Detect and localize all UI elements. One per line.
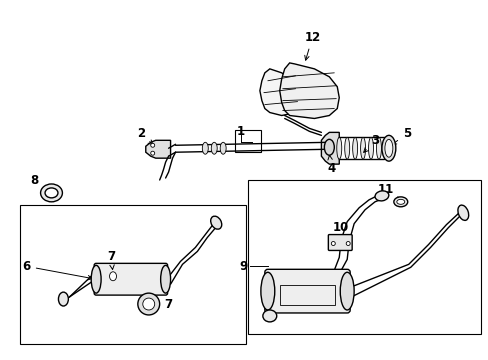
Ellipse shape — [331, 242, 335, 246]
FancyBboxPatch shape — [264, 269, 349, 313]
FancyBboxPatch shape — [327, 235, 351, 251]
Ellipse shape — [376, 137, 381, 159]
FancyBboxPatch shape — [94, 264, 167, 295]
Ellipse shape — [150, 151, 154, 155]
Ellipse shape — [340, 272, 353, 310]
Ellipse shape — [368, 137, 373, 159]
Ellipse shape — [396, 199, 404, 204]
Polygon shape — [321, 132, 339, 164]
Bar — [279, 285, 335, 305]
Ellipse shape — [202, 142, 208, 154]
Polygon shape — [259, 69, 299, 116]
Ellipse shape — [91, 265, 101, 293]
Ellipse shape — [138, 293, 160, 315]
Ellipse shape — [352, 137, 357, 159]
Ellipse shape — [45, 188, 58, 198]
Text: 12: 12 — [304, 31, 320, 60]
Text: 9: 9 — [239, 260, 247, 273]
Ellipse shape — [457, 205, 468, 220]
Text: 2: 2 — [137, 127, 153, 145]
Text: 10: 10 — [332, 221, 348, 240]
Ellipse shape — [260, 272, 274, 310]
Text: 3: 3 — [363, 134, 378, 152]
Bar — [20, 205, 245, 344]
Bar — [247, 180, 480, 334]
Text: 11: 11 — [377, 184, 399, 201]
Text: 6: 6 — [22, 260, 92, 280]
Ellipse shape — [393, 197, 407, 207]
Text: 1: 1 — [237, 125, 244, 138]
Ellipse shape — [384, 139, 392, 157]
Ellipse shape — [109, 272, 116, 281]
Ellipse shape — [59, 292, 68, 306]
Text: 7: 7 — [152, 297, 172, 311]
Text: 5: 5 — [391, 127, 410, 145]
Ellipse shape — [41, 184, 62, 202]
Ellipse shape — [210, 216, 221, 229]
Text: 7: 7 — [107, 250, 115, 269]
Text: 4: 4 — [326, 155, 335, 175]
Ellipse shape — [150, 143, 154, 147]
Ellipse shape — [381, 135, 395, 161]
Bar — [235, 130, 260, 152]
Ellipse shape — [263, 310, 276, 322]
Ellipse shape — [324, 139, 334, 155]
Ellipse shape — [220, 142, 225, 154]
Ellipse shape — [346, 242, 349, 246]
Polygon shape — [145, 140, 170, 158]
Polygon shape — [101, 268, 123, 284]
Ellipse shape — [161, 265, 170, 293]
Text: 8: 8 — [30, 174, 48, 190]
Ellipse shape — [211, 142, 217, 154]
Ellipse shape — [344, 137, 349, 159]
Ellipse shape — [336, 137, 341, 159]
Ellipse shape — [360, 137, 365, 159]
Ellipse shape — [142, 298, 154, 310]
Ellipse shape — [374, 191, 388, 201]
Polygon shape — [279, 63, 339, 118]
